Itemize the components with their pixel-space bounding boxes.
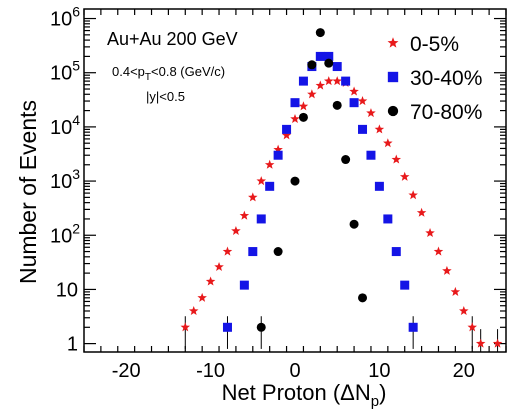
data-point	[256, 176, 266, 186]
data-point	[290, 98, 300, 108]
legend-marker-70-80%	[387, 105, 399, 117]
data-point	[265, 181, 275, 191]
data-point	[248, 247, 258, 257]
data-point	[475, 338, 486, 348]
data-point	[416, 207, 427, 217]
x-tick-label: -20	[112, 360, 141, 382]
x-tick-label: 0	[289, 360, 300, 382]
data-point	[459, 305, 469, 316]
data-point	[273, 150, 283, 160]
data-point	[298, 112, 308, 122]
data-point	[450, 286, 461, 296]
data-point	[315, 80, 326, 90]
y-axis-label: Number of Events	[15, 100, 41, 284]
series-70-80%	[256, 28, 368, 349]
data-point	[324, 76, 334, 86]
y-tick-label: 1	[67, 334, 78, 356]
data-point	[273, 144, 283, 154]
y-tick-label: 10	[56, 279, 78, 301]
data-point	[214, 261, 224, 271]
x-tick-label: 20	[453, 360, 475, 382]
data-point	[239, 210, 250, 220]
data-point	[366, 108, 376, 118]
data-point	[399, 171, 410, 181]
data-point	[349, 219, 359, 229]
annotation-y-cut: |y|<0.5	[146, 89, 185, 104]
data-point	[197, 292, 207, 302]
data-point	[408, 190, 418, 200]
data-point	[273, 247, 283, 257]
data-point	[307, 60, 317, 70]
legend-marker-30-40%	[387, 71, 399, 83]
data-point	[358, 293, 368, 303]
data-point	[358, 124, 368, 134]
x-tick-label: 10	[368, 360, 390, 382]
data-point	[341, 155, 351, 165]
data-point	[332, 100, 342, 110]
data-point	[332, 76, 342, 86]
data-point	[492, 338, 503, 348]
data-point	[442, 265, 452, 275]
data-point	[282, 124, 292, 134]
data-point	[290, 176, 300, 186]
data-point	[408, 322, 418, 332]
data-point	[264, 159, 275, 169]
y-tick-label: 103	[50, 166, 80, 193]
data-point	[391, 154, 402, 164]
data-point	[298, 101, 309, 111]
data-point	[205, 276, 216, 286]
data-point	[239, 280, 249, 290]
data-point	[324, 51, 334, 61]
data-point	[349, 98, 359, 108]
legend-label: 30-40%	[410, 67, 482, 90]
data-point	[324, 58, 334, 68]
annotation-pt-cut: 0.4<pT<0.8 (GeV/c)	[112, 64, 225, 83]
data-point	[248, 192, 258, 202]
data-point	[315, 28, 325, 38]
data-point	[281, 130, 292, 140]
data-point	[349, 86, 359, 96]
data-point	[180, 322, 191, 332]
y-tick-label: 105	[50, 58, 80, 85]
data-point	[307, 89, 317, 99]
data-point	[400, 280, 410, 290]
data-point	[383, 138, 393, 148]
data-point	[374, 124, 385, 134]
x-tick-label: -10	[196, 360, 225, 382]
plot-area: -20 -10 0 10 20 1 10 102 103 104 105 106	[50, 4, 507, 382]
data-point	[315, 51, 325, 61]
legend-marker-0-5%	[387, 37, 399, 48]
data-point	[222, 246, 233, 256]
data-point	[332, 62, 342, 72]
data-point	[256, 322, 266, 332]
y-tick-label: 106	[50, 4, 80, 31]
x-axis-label: Net Proton (ΔNp)	[222, 380, 387, 410]
data-point	[290, 113, 300, 124]
data-point	[467, 322, 477, 332]
data-point	[222, 322, 232, 332]
data-point	[374, 181, 384, 191]
data-point	[256, 214, 266, 224]
legend: 0-5% 30-40% 70-80%	[387, 33, 482, 124]
data-point	[341, 76, 351, 86]
data-point	[231, 225, 241, 236]
data-point	[433, 246, 444, 256]
legend-label: 70-80%	[410, 101, 482, 124]
y-tick-label: 102	[50, 220, 80, 247]
data-point	[357, 96, 368, 106]
legend-label: 0-5%	[410, 33, 459, 56]
data-point	[383, 214, 393, 224]
data-point	[425, 228, 435, 238]
data-point	[366, 150, 376, 160]
data-point	[391, 247, 401, 257]
series-30-40%	[222, 51, 418, 349]
annotation-system: Au+Au 200 GeV	[107, 29, 238, 49]
y-tick-label: 104	[50, 112, 80, 139]
data-point	[298, 76, 308, 86]
data-point	[188, 305, 199, 316]
